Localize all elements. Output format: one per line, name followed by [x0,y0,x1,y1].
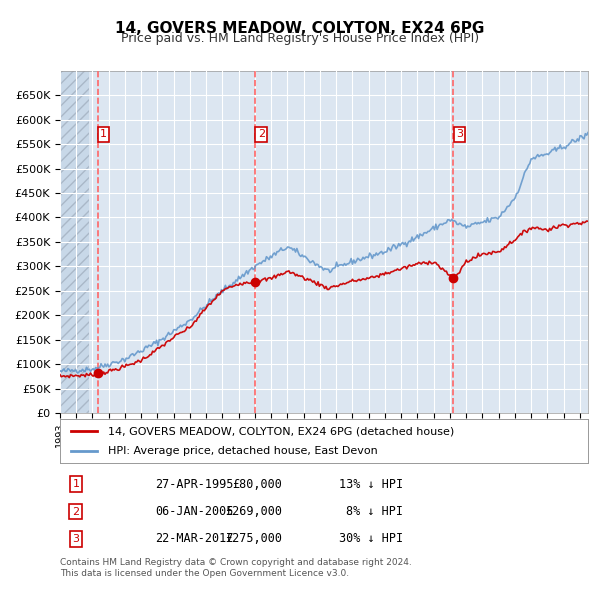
Bar [60,71,89,413]
Text: 14, GOVERS MEADOW, COLYTON, EX24 6PG: 14, GOVERS MEADOW, COLYTON, EX24 6PG [115,21,485,35]
Text: 06-JAN-2005: 06-JAN-2005 [155,505,233,518]
Text: Price paid vs. HM Land Registry's House Price Index (HPI): Price paid vs. HM Land Registry's House … [121,32,479,45]
Text: 3: 3 [456,129,463,139]
Text: 27-APR-1995: 27-APR-1995 [155,478,233,491]
Text: This data is licensed under the Open Government Licence v3.0.: This data is licensed under the Open Gov… [60,569,349,578]
Text: 8% ↓ HPI: 8% ↓ HPI [346,505,403,518]
Text: 2: 2 [72,507,79,516]
Text: 30% ↓ HPI: 30% ↓ HPI [339,532,403,545]
Text: 3: 3 [73,534,79,544]
Text: 1: 1 [73,479,79,489]
Text: 14, GOVERS MEADOW, COLYTON, EX24 6PG (detached house): 14, GOVERS MEADOW, COLYTON, EX24 6PG (de… [107,427,454,436]
Text: £269,000: £269,000 [225,505,282,518]
Text: HPI: Average price, detached house, East Devon: HPI: Average price, detached house, East… [107,446,377,455]
Text: 13% ↓ HPI: 13% ↓ HPI [339,478,403,491]
Text: Contains HM Land Registry data © Crown copyright and database right 2024.: Contains HM Land Registry data © Crown c… [60,558,412,566]
Text: 22-MAR-2017: 22-MAR-2017 [155,532,233,545]
Text: £80,000: £80,000 [232,478,282,491]
Text: 2: 2 [258,129,265,139]
Text: £275,000: £275,000 [225,532,282,545]
Text: 1: 1 [100,129,107,139]
